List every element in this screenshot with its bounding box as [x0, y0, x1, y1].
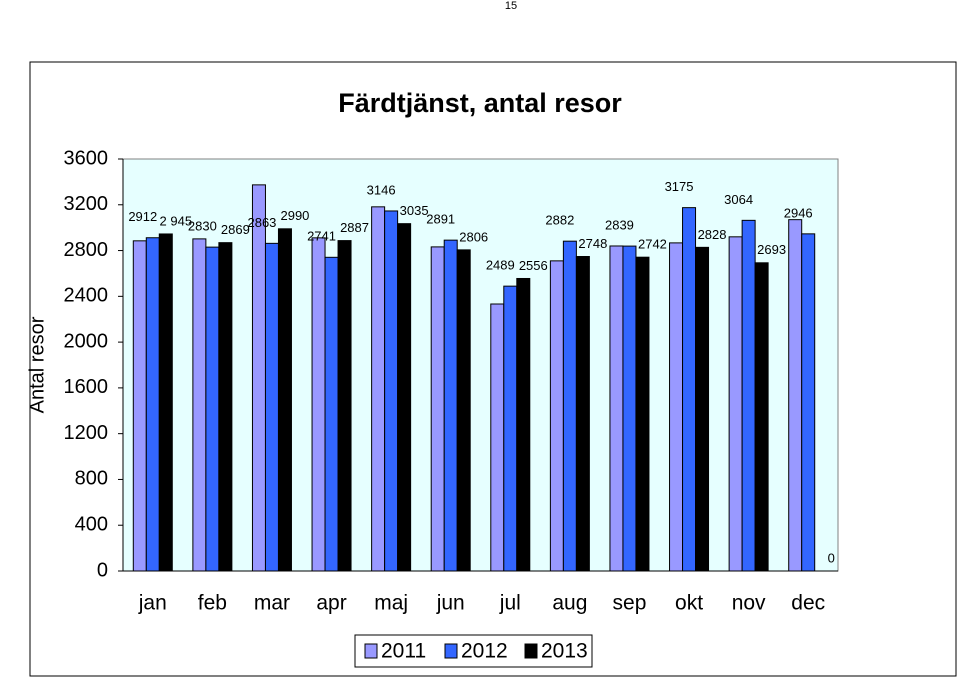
bar — [205, 246, 220, 572]
data-label: 2839 — [605, 218, 634, 233]
bar — [397, 223, 412, 572]
bar — [337, 240, 352, 572]
bar — [682, 207, 697, 572]
bar — [503, 285, 518, 572]
bar — [443, 239, 458, 572]
bar — [575, 256, 590, 572]
bar — [264, 242, 279, 572]
y-tick-label: 0 — [97, 559, 108, 581]
y-tick-label: 3600 — [64, 147, 109, 169]
data-label: 2882 — [545, 213, 574, 228]
bar — [695, 246, 710, 572]
bar — [132, 240, 147, 572]
data-label: 2741 — [307, 229, 336, 244]
legend-label: 2013 — [541, 640, 588, 663]
x-tick-label: dec — [791, 592, 825, 615]
data-label: 2556 — [519, 258, 548, 273]
data-label: 0 — [828, 550, 835, 565]
data-label: 2863 — [247, 215, 276, 230]
y-tick-label: 2000 — [64, 330, 109, 352]
bar — [158, 233, 173, 572]
data-label: 2887 — [340, 220, 369, 235]
bar — [277, 228, 292, 572]
y-tick-label: 2800 — [64, 239, 109, 261]
bar — [456, 249, 471, 572]
bar — [754, 262, 769, 572]
data-label: 2830 — [188, 219, 217, 234]
data-label: 3146 — [367, 182, 396, 197]
y-tick-label: 1200 — [64, 422, 109, 444]
data-label: 2869 — [221, 222, 250, 237]
legend-swatch — [524, 643, 538, 659]
data-label: 2912 — [128, 209, 157, 224]
bar — [635, 256, 650, 572]
data-label: 2693 — [757, 242, 786, 257]
data-label: 2742 — [638, 237, 667, 252]
data-label: 3064 — [724, 192, 753, 207]
x-tick-label: jan — [138, 592, 167, 615]
bar — [311, 237, 326, 572]
x-tick-label: jul — [499, 592, 521, 615]
legend — [354, 634, 593, 668]
data-label: 2489 — [486, 258, 515, 273]
x-tick-label: jun — [436, 592, 465, 615]
data-label: 2946 — [784, 205, 813, 220]
y-tick-label: 1600 — [64, 376, 109, 398]
bar — [788, 219, 803, 572]
bar — [622, 245, 637, 572]
x-tick-label: apr — [316, 592, 346, 615]
page-number: 15 — [505, 0, 517, 12]
bar — [384, 210, 399, 572]
x-tick-label: maj — [374, 592, 408, 615]
plot-area — [122, 158, 839, 572]
x-tick-label: mar — [254, 592, 290, 615]
x-tick-label: feb — [198, 592, 227, 615]
data-label: 2806 — [459, 229, 488, 244]
y-tick-label: 800 — [75, 468, 108, 490]
x-tick-label: sep — [613, 592, 647, 615]
data-label: 3175 — [665, 179, 694, 194]
legend-label: 2011 — [381, 640, 426, 663]
bar — [371, 206, 386, 572]
legend-swatch — [444, 643, 458, 659]
y-tick-label: 2400 — [64, 285, 109, 307]
data-label: 3035 — [400, 203, 429, 218]
legend-swatch — [364, 643, 378, 659]
bar — [192, 238, 207, 572]
data-label: 2891 — [426, 212, 455, 227]
y-tick-label: 3200 — [64, 193, 109, 215]
x-tick-label: aug — [552, 592, 587, 615]
data-label: 2748 — [578, 236, 607, 251]
data-label: 2 945 — [160, 213, 193, 228]
bar — [549, 260, 564, 572]
bar — [324, 256, 339, 572]
x-tick-label: nov — [732, 592, 766, 615]
bar — [801, 233, 816, 572]
y-axis-label: Antal resor — [26, 316, 48, 413]
bar — [669, 242, 684, 572]
bar — [145, 237, 160, 572]
data-label: 2828 — [698, 227, 727, 242]
bar — [728, 236, 743, 572]
bar — [562, 240, 577, 572]
y-tick-label: 400 — [75, 514, 108, 536]
bar — [741, 219, 756, 572]
chart-title: Färdtjänst, antal resor — [338, 88, 622, 118]
bar — [251, 184, 266, 572]
bar — [430, 246, 445, 572]
bar — [516, 277, 531, 572]
legend-label: 2012 — [461, 640, 508, 663]
x-tick-label: okt — [675, 592, 703, 615]
bar — [218, 242, 233, 572]
bar — [490, 303, 505, 572]
bar — [609, 245, 624, 572]
data-label: 2990 — [280, 208, 309, 223]
